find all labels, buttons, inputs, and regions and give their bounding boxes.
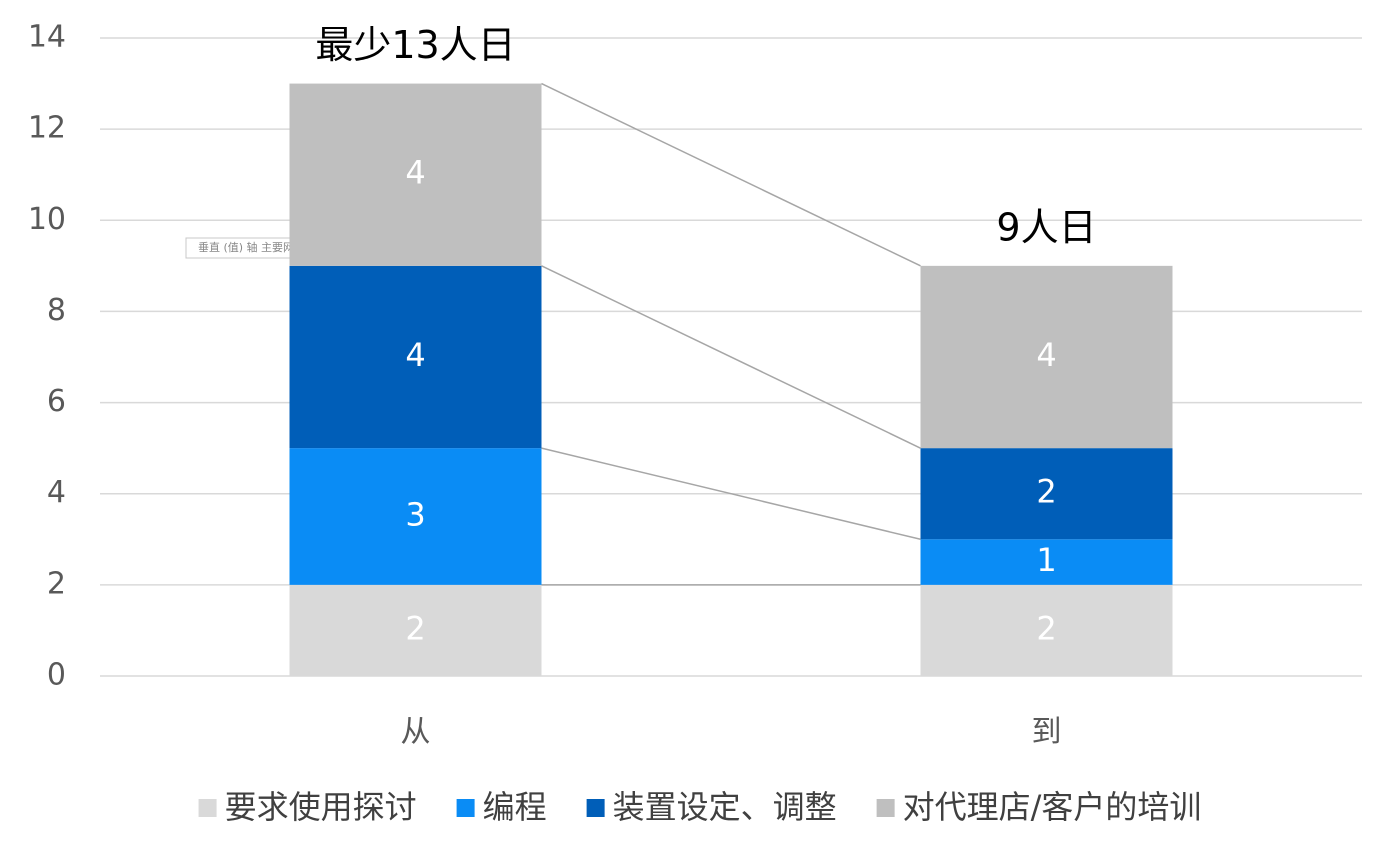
bar-segment [920,448,1173,540]
value-label: 2 [405,609,425,647]
y-tick-label: 4 [47,475,66,510]
value-label: 4 [405,154,425,192]
legend-marker [198,799,217,817]
x-tick-label: 从 [401,715,431,750]
legend-label: 编程 [483,788,547,826]
connector-line [541,265,921,449]
bar-segment [289,83,542,266]
value-label: 1 [1036,541,1056,579]
legend-marker [876,799,895,817]
legend-marker [586,799,605,817]
y-tick-label: 12 [28,111,66,146]
value-label: 2 [1036,473,1056,511]
legend-label: 装置设定、调整 [613,788,837,826]
legend-label: 要求使用探讨 [225,788,417,826]
y-tick-label: 10 [28,202,66,237]
y-tick-label: 0 [47,658,66,693]
y-tick-label: 2 [47,566,66,601]
bar-segment [920,265,1173,449]
legend-label: 对代理店/客户的培训 [903,788,1202,826]
connector-line [541,447,921,541]
value-label: 3 [405,496,425,534]
y-tick-label: 6 [47,384,66,419]
y-tick-label: 8 [47,293,66,328]
legend-marker [456,799,475,817]
bar-segment [289,265,542,449]
total-annotation: 最少13人日 [315,23,515,67]
value-label: 4 [405,336,425,374]
x-tick-label: 到 [1032,715,1062,750]
total-annotation: 9人日 [996,205,1096,249]
bar-segment [920,584,1173,676]
bar-segment [289,584,542,676]
bar-segment [289,448,542,585]
y-tick-label: 14 [28,20,66,55]
value-label: 4 [1036,336,1056,374]
tooltip: 垂直 (值) 轴 主要网格线 [198,240,316,254]
connector-line [541,82,921,267]
bar-segment [920,539,1173,585]
value-label: 2 [1036,609,1056,647]
